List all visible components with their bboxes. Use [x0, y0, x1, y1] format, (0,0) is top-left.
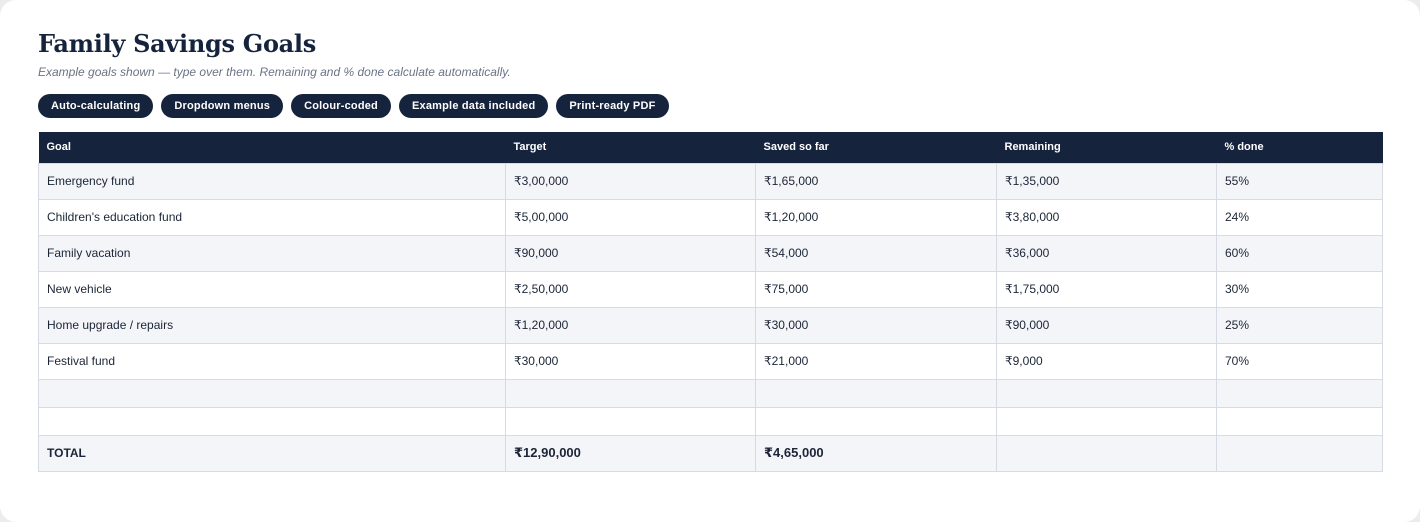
- percent-done-cell: 55%: [1216, 162, 1383, 200]
- saved-cell[interactable]: [755, 378, 997, 408]
- percent-done-cell: 25%: [1216, 306, 1383, 344]
- badge-print-ready: Print-ready PDF: [556, 94, 669, 118]
- saved-cell[interactable]: ₹54,000: [755, 234, 997, 272]
- target-cell[interactable]: ₹2,50,000: [505, 270, 756, 308]
- target-cell[interactable]: ₹5,00,000: [505, 198, 756, 236]
- savings-goals-table: Goal Target Saved so far Remaining % don…: [38, 132, 1383, 472]
- column-header-saved: Saved so far: [755, 132, 997, 163]
- goal-cell[interactable]: Emergency fund: [38, 162, 506, 200]
- table-total-row: TOTAL ₹12,90,000 ₹4,65,000: [38, 434, 1383, 472]
- target-cell[interactable]: ₹3,00,000: [505, 162, 756, 200]
- total-remaining: [996, 434, 1217, 472]
- total-label: TOTAL: [38, 434, 506, 472]
- table-row: Family vacation ₹90,000 ₹54,000 ₹36,000 …: [38, 234, 1383, 272]
- target-cell[interactable]: [505, 406, 756, 436]
- goal-cell[interactable]: New vehicle: [38, 270, 506, 308]
- remaining-cell: ₹1,75,000: [996, 270, 1217, 308]
- remaining-cell: ₹9,000: [996, 342, 1217, 380]
- target-cell[interactable]: ₹30,000: [505, 342, 756, 380]
- table-row: Festival fund ₹30,000 ₹21,000 ₹9,000 70%: [38, 342, 1383, 380]
- badge-auto-calculating: Auto-calculating: [38, 94, 154, 118]
- table-row: Emergency fund ₹3,00,000 ₹1,65,000 ₹1,35…: [38, 162, 1383, 200]
- remaining-cell: [996, 406, 1217, 436]
- goal-cell[interactable]: [38, 378, 506, 408]
- percent-done-cell: 60%: [1216, 234, 1383, 272]
- table-header-row: Goal Target Saved so far Remaining % don…: [38, 132, 1383, 163]
- total-percent-done: [1216, 434, 1383, 472]
- feature-badges: Auto-calculating Dropdown menus Colour-c…: [38, 94, 669, 118]
- percent-done-cell: [1216, 406, 1383, 436]
- percent-done-cell: 24%: [1216, 198, 1383, 236]
- saved-cell[interactable]: ₹75,000: [755, 270, 997, 308]
- goal-cell[interactable]: Family vacation: [38, 234, 506, 272]
- goal-cell[interactable]: Children's education fund: [38, 198, 506, 236]
- column-header-percent-done: % done: [1216, 132, 1383, 163]
- column-header-remaining: Remaining: [996, 132, 1217, 163]
- total-saved: ₹4,65,000: [755, 434, 997, 472]
- saved-cell[interactable]: ₹30,000: [755, 306, 997, 344]
- badge-example-data: Example data included: [398, 94, 549, 118]
- page-subtitle: Example goals shown — type over them. Re…: [38, 65, 511, 79]
- page-title: Family Savings Goals: [38, 29, 316, 58]
- table-row: New vehicle ₹2,50,000 ₹75,000 ₹1,75,000 …: [38, 270, 1383, 308]
- total-target: ₹12,90,000: [505, 434, 756, 472]
- saved-cell[interactable]: [755, 406, 997, 436]
- table-row: Home upgrade / repairs ₹1,20,000 ₹30,000…: [38, 306, 1383, 344]
- badge-colour-coded: Colour-coded: [291, 94, 391, 118]
- table-row-empty: [38, 406, 1383, 436]
- goal-cell[interactable]: Festival fund: [38, 342, 506, 380]
- saved-cell[interactable]: ₹1,65,000: [755, 162, 997, 200]
- percent-done-cell: [1216, 378, 1383, 408]
- table-row: Children's education fund ₹5,00,000 ₹1,2…: [38, 198, 1383, 236]
- remaining-cell: ₹90,000: [996, 306, 1217, 344]
- target-cell[interactable]: [505, 378, 756, 408]
- column-header-target: Target: [505, 132, 756, 163]
- saved-cell[interactable]: ₹1,20,000: [755, 198, 997, 236]
- table-row-empty: [38, 378, 1383, 408]
- goal-cell[interactable]: Home upgrade / repairs: [38, 306, 506, 344]
- percent-done-cell: 30%: [1216, 270, 1383, 308]
- percent-done-cell: 70%: [1216, 342, 1383, 380]
- goal-cell[interactable]: [38, 406, 506, 436]
- column-header-goal: Goal: [38, 132, 506, 163]
- target-cell[interactable]: ₹1,20,000: [505, 306, 756, 344]
- remaining-cell: ₹3,80,000: [996, 198, 1217, 236]
- remaining-cell: ₹36,000: [996, 234, 1217, 272]
- badge-dropdown-menus: Dropdown menus: [161, 94, 284, 118]
- remaining-cell: ₹1,35,000: [996, 162, 1217, 200]
- target-cell[interactable]: ₹90,000: [505, 234, 756, 272]
- remaining-cell: [996, 378, 1217, 408]
- saved-cell[interactable]: ₹21,000: [755, 342, 997, 380]
